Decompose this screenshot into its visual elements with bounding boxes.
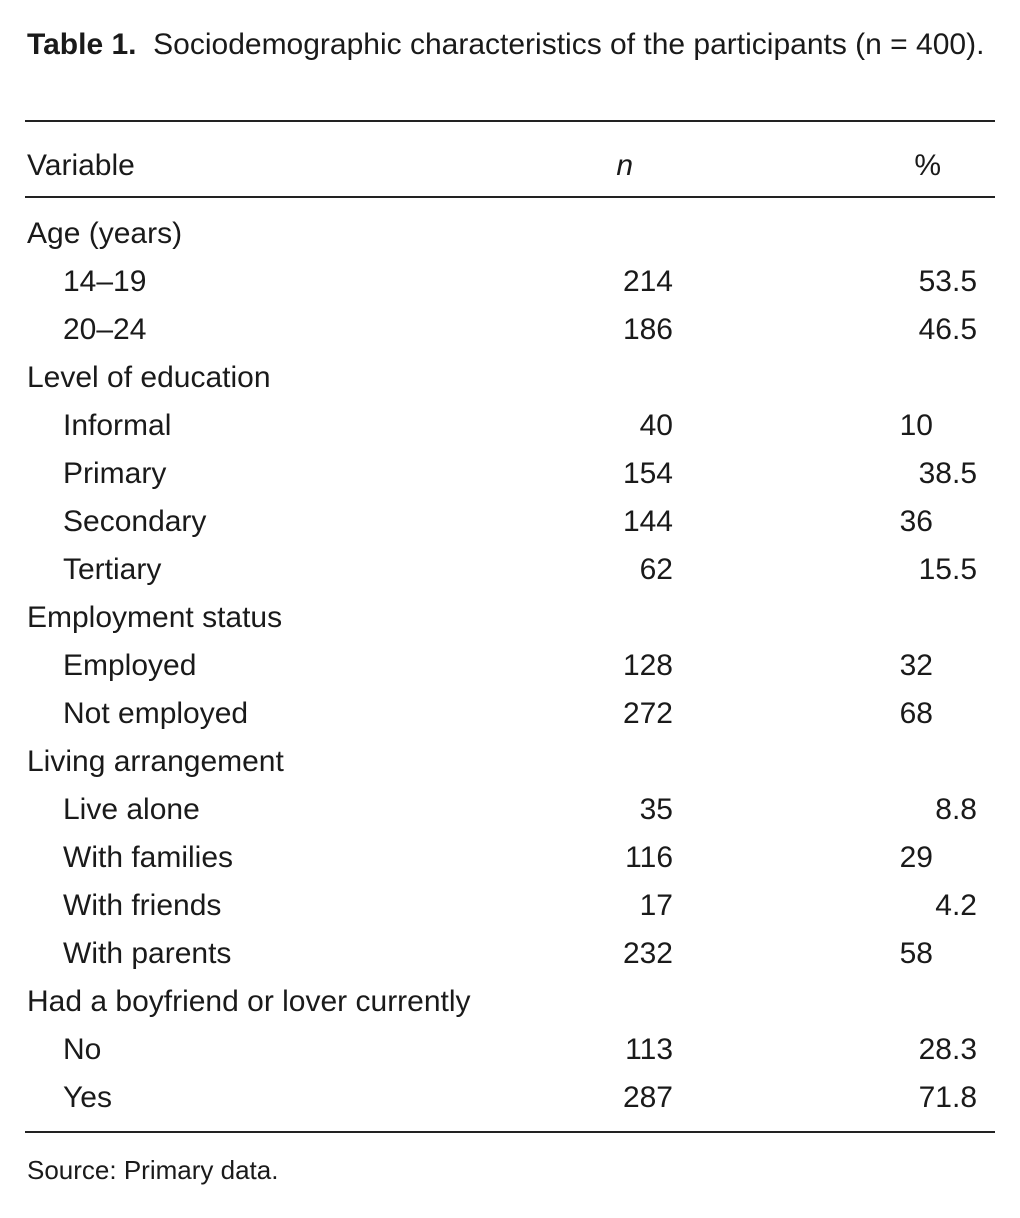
table-label: Table 1. — [27, 28, 137, 61]
header-row: Variable n % — [25, 136, 995, 196]
row-label: With families — [63, 841, 234, 874]
table-row: With families 116 29 — [25, 834, 995, 882]
section-row: Age (years) — [25, 210, 995, 258]
table-row: 14–19 214 53.5 — [25, 258, 995, 306]
table-row: Not employed 272 68 — [25, 690, 995, 738]
row-label: Primary — [63, 457, 167, 490]
row-n: 113 — [625, 1033, 673, 1066]
row-n: 287 — [622, 1081, 673, 1114]
table-row: No 113 28.3 — [25, 1026, 995, 1074]
table-row: 20–24 186 46.5 — [25, 306, 995, 354]
header-percent: % — [914, 149, 941, 182]
row-percent: 46.5 — [918, 313, 977, 346]
row-label: Tertiary — [63, 553, 162, 586]
top-rule — [25, 120, 995, 122]
spacer-row — [25, 196, 995, 210]
bottom-rule — [25, 1131, 995, 1133]
section-row: Living arrangement — [25, 738, 995, 786]
row-n: 17 — [639, 889, 673, 922]
row-label: Secondary — [63, 505, 207, 538]
row-label: Employed — [63, 649, 197, 682]
row-n: 35 — [639, 793, 673, 826]
row-percent: 68 — [899, 697, 933, 730]
row-label: Yes — [63, 1081, 112, 1114]
table-row: Live alone 35 8.8 — [25, 786, 995, 834]
row-label: With friends — [63, 889, 222, 922]
header-n: n — [616, 149, 633, 182]
table-row: Yes 287 71.8 — [25, 1074, 995, 1122]
row-percent: 4.2 — [935, 889, 977, 922]
row-n: 272 — [622, 697, 673, 730]
row-n: 116 — [625, 841, 673, 874]
table-row: Informal 40 10 — [25, 402, 995, 450]
row-percent: 53.5 — [918, 265, 977, 298]
row-percent: 71.8 — [918, 1081, 977, 1114]
row-percent: 32 — [899, 649, 933, 682]
row-label: Live alone — [63, 793, 200, 826]
row-n: 62 — [639, 553, 673, 586]
row-percent: 10 — [899, 409, 933, 442]
section-label: Level of education — [27, 361, 271, 394]
row-n: 154 — [622, 457, 673, 490]
row-percent: 58 — [899, 937, 933, 970]
row-label: 20–24 — [63, 313, 147, 346]
table-row: Secondary 144 36 — [25, 498, 995, 546]
row-label: Not employed — [63, 697, 249, 730]
section-row: Had a boyfriend or lover currently — [25, 978, 995, 1026]
table-row: With friends 17 4.2 — [25, 882, 995, 930]
row-label: 14–19 — [63, 265, 147, 298]
row-percent: 38.5 — [918, 457, 977, 490]
table-row: With parents 232 58 — [25, 930, 995, 978]
row-percent: 36 — [899, 505, 933, 538]
row-n: 232 — [622, 937, 673, 970]
row-percent: 15.5 — [918, 553, 977, 586]
row-label: With parents — [63, 937, 232, 970]
header-rule — [25, 196, 995, 198]
row-percent: 8.8 — [935, 793, 977, 826]
row-n: 144 — [622, 505, 673, 538]
row-label: Informal — [63, 409, 172, 442]
header-variable: Variable — [27, 149, 135, 182]
row-percent: 29 — [899, 841, 933, 874]
section-label: Age (years) — [27, 217, 183, 250]
row-label: No — [63, 1033, 102, 1066]
section-row: Level of education — [25, 354, 995, 402]
table-row: Tertiary 62 15.5 — [25, 546, 995, 594]
data-table: Variable n % Age (years) 14–19 214 53.5 20–2… — [25, 136, 995, 1122]
section-label: Living arrangement — [27, 745, 284, 778]
section-label: Employment status — [27, 601, 283, 634]
row-percent: 28.3 — [918, 1033, 977, 1066]
section-row: Employment status — [25, 594, 995, 642]
table-caption: Table 1. Sociodemographic characteristic… — [27, 22, 1002, 68]
row-n: 128 — [622, 649, 673, 682]
caption-text: Sociodemographic characteristics of the … — [153, 28, 985, 61]
row-n: 40 — [639, 409, 673, 442]
table-row: Primary 154 38.5 — [25, 450, 995, 498]
section-label: Had a boyfriend or lover currently — [27, 985, 471, 1018]
source-note: Source: Primary data. — [27, 1155, 279, 1185]
table-row: Employed 128 32 — [25, 642, 995, 690]
row-n: 186 — [622, 313, 673, 346]
row-n: 214 — [622, 265, 673, 298]
